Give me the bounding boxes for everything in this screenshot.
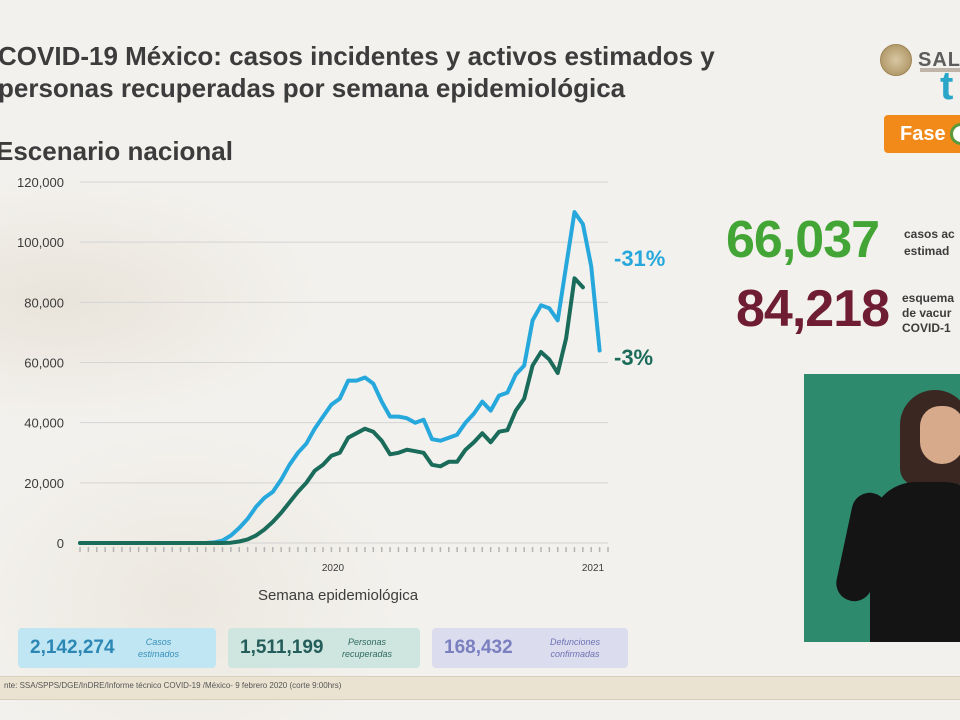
vaccine-label-line: COVID-1: [902, 321, 951, 335]
broadcast-logo-icon: t: [940, 64, 954, 108]
series-line: [78, 276, 585, 545]
active-cases-label-line: casos ac: [904, 227, 955, 241]
active-cases-label: casos ac estimad: [904, 226, 955, 260]
logo-text: SALU: [918, 48, 960, 71]
x-axis-title: Semana epidemiológica: [258, 587, 419, 604]
slide-title: COVID-19 México: casos incidentes y acti…: [0, 41, 715, 103]
x-year-label: 2020: [322, 563, 345, 574]
deaths-label-line: Defunciones: [550, 637, 601, 647]
estimated-cases-value: 2,142,274: [30, 637, 115, 658]
estimated-cases-label-line: estimados: [138, 649, 180, 659]
source-note: nte: SSA/SPPS/DGE/InDRE/Informe técnico …: [4, 681, 342, 690]
national-seal-icon: [880, 44, 912, 76]
fase-label: Fase: [900, 123, 946, 145]
recovered-label-line: Personas: [348, 637, 387, 647]
recovered-label: Personas recuperadas: [342, 636, 392, 660]
vaccine-label: esquema de vacur COVID-1: [902, 291, 954, 336]
series-end-label: -3%: [614, 345, 653, 370]
logo-divider: [920, 68, 960, 72]
cases-line-chart: 0 20,000 40,000 60,000 80,000 100,000 120,000 2…: [17, 175, 665, 604]
y-tick-label: 40,000: [24, 416, 64, 431]
recovered-box: 1,511,199 Personas recuperadas: [228, 628, 420, 668]
footer-bar: nte: SSA/SPPS/DGE/InDRE/Informe técnico …: [0, 676, 960, 700]
summary-boxes: 2,142,274 Casos estimados 1,511,199 Pers…: [18, 628, 640, 668]
salud-logo: SALU: [880, 44, 960, 76]
sign-language-interpreter: [804, 374, 960, 642]
y-tick-label: 0: [57, 536, 64, 551]
slide-subtitle: Escenario nacional: [0, 136, 233, 166]
estimated-cases-box: 2,142,274 Casos estimados: [18, 628, 216, 668]
vaccine-label-line: esquema: [902, 291, 955, 305]
series-line: [78, 210, 602, 545]
interpreter-face: [920, 406, 960, 464]
deaths-value: 168,432: [444, 637, 513, 658]
recovered-label-line: recuperadas: [342, 649, 393, 659]
deaths-label-line: confirmadas: [550, 649, 600, 659]
deaths-box: 168,432 Defunciones confirmadas: [432, 628, 628, 668]
x-year-label: 2021: [582, 563, 605, 574]
y-tick-label: 120,000: [17, 175, 64, 190]
active-cases-value: 66,037: [726, 211, 880, 269]
vaccine-label-line: de vacur: [902, 306, 952, 320]
vaccine-value: 84,218: [736, 280, 890, 338]
series-end-label: -31%: [614, 246, 665, 271]
estimated-cases-label: Casos estimados: [138, 636, 179, 660]
deaths-label: Defunciones confirmadas: [550, 636, 600, 660]
estimated-cases-label-line: Casos: [145, 637, 172, 647]
fase-indicator-icon: [950, 123, 960, 145]
y-tick-label: 100,000: [17, 235, 64, 250]
active-cases-label-line: estimad: [904, 244, 950, 258]
y-tick-label: 20,000: [24, 476, 64, 491]
recovered-value: 1,511,199: [240, 637, 324, 658]
y-tick-label: 80,000: [24, 295, 64, 310]
fase-badge: Fase: [884, 115, 960, 153]
y-tick-label: 60,000: [24, 356, 64, 371]
